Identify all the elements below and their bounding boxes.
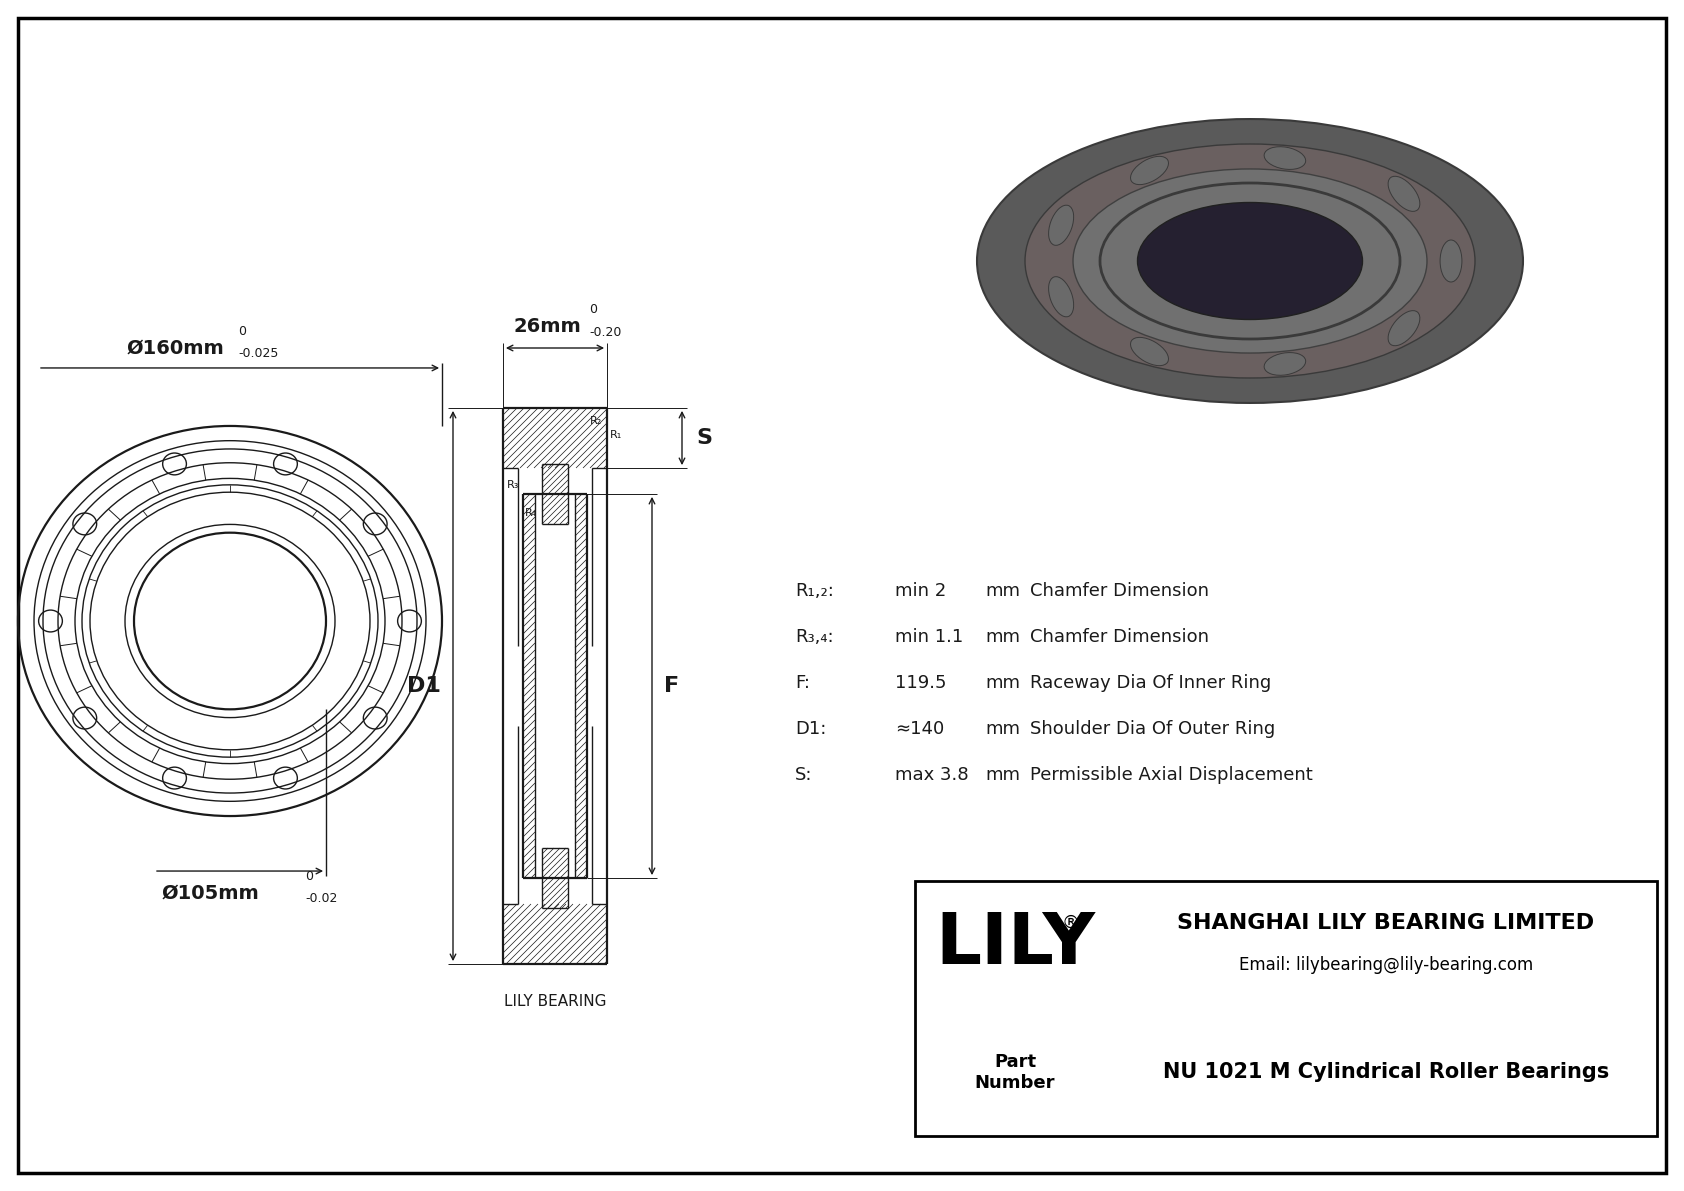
Text: 0: 0 xyxy=(589,303,598,316)
Text: Chamfer Dimension: Chamfer Dimension xyxy=(1031,582,1209,600)
Text: ®: ® xyxy=(1063,913,1079,933)
Text: max 3.8: max 3.8 xyxy=(894,766,968,784)
Ellipse shape xyxy=(1049,205,1074,245)
Text: F: F xyxy=(663,676,679,696)
Text: min 1.1: min 1.1 xyxy=(894,628,963,646)
Text: -0.20: -0.20 xyxy=(589,325,621,338)
Ellipse shape xyxy=(1100,183,1399,339)
Text: Chamfer Dimension: Chamfer Dimension xyxy=(1031,628,1209,646)
Text: LILY BEARING: LILY BEARING xyxy=(504,994,606,1010)
Text: 0: 0 xyxy=(237,325,246,338)
Text: Permissible Axial Displacement: Permissible Axial Displacement xyxy=(1031,766,1314,784)
Ellipse shape xyxy=(1440,241,1462,282)
Text: mm: mm xyxy=(985,674,1021,692)
Text: R₂: R₂ xyxy=(589,416,601,426)
Text: mm: mm xyxy=(985,628,1021,646)
Ellipse shape xyxy=(1049,276,1074,317)
Text: SHANGHAI LILY BEARING LIMITED: SHANGHAI LILY BEARING LIMITED xyxy=(1177,913,1595,933)
Ellipse shape xyxy=(1026,144,1475,378)
Ellipse shape xyxy=(1073,169,1426,353)
Text: R₁,₂:: R₁,₂: xyxy=(795,582,834,600)
Text: mm: mm xyxy=(985,582,1021,600)
Text: NU 1021 M Cylindrical Roller Bearings: NU 1021 M Cylindrical Roller Bearings xyxy=(1164,1062,1610,1083)
Ellipse shape xyxy=(1130,337,1169,366)
Ellipse shape xyxy=(1100,238,1399,394)
Text: R₃: R₃ xyxy=(507,480,519,490)
Text: R₁: R₁ xyxy=(610,430,623,439)
Text: Raceway Dia Of Inner Ring: Raceway Dia Of Inner Ring xyxy=(1031,674,1271,692)
Text: S:: S: xyxy=(795,766,812,784)
Text: Email: lilybearing@lily-bearing.com: Email: lilybearing@lily-bearing.com xyxy=(1239,956,1532,974)
Text: -0.025: -0.025 xyxy=(237,348,278,361)
Text: S: S xyxy=(695,428,712,448)
Text: ≈140: ≈140 xyxy=(894,721,945,738)
Text: mm: mm xyxy=(985,766,1021,784)
Text: F:: F: xyxy=(795,674,810,692)
Text: LILY: LILY xyxy=(935,910,1095,979)
Text: Shoulder Dia Of Outer Ring: Shoulder Dia Of Outer Ring xyxy=(1031,721,1275,738)
Bar xyxy=(914,881,1657,1136)
Ellipse shape xyxy=(977,119,1522,403)
Ellipse shape xyxy=(1265,353,1305,375)
Text: Ø105mm: Ø105mm xyxy=(162,884,259,903)
Ellipse shape xyxy=(1265,146,1305,169)
Text: 26mm: 26mm xyxy=(514,317,581,336)
Text: -0.02: -0.02 xyxy=(305,892,337,904)
Ellipse shape xyxy=(1388,176,1420,211)
Ellipse shape xyxy=(1137,202,1362,319)
Text: R₄: R₄ xyxy=(525,509,537,518)
Text: Ø160mm: Ø160mm xyxy=(126,338,224,357)
Ellipse shape xyxy=(1388,311,1420,345)
Text: D1:: D1: xyxy=(795,721,827,738)
Text: min 2: min 2 xyxy=(894,582,946,600)
Text: R₃,₄:: R₃,₄: xyxy=(795,628,834,646)
Ellipse shape xyxy=(1130,156,1169,185)
Text: Part
Number: Part Number xyxy=(975,1053,1056,1092)
Text: 0: 0 xyxy=(305,871,313,883)
Text: mm: mm xyxy=(985,721,1021,738)
Text: 119.5: 119.5 xyxy=(894,674,946,692)
Text: D1: D1 xyxy=(408,676,441,696)
